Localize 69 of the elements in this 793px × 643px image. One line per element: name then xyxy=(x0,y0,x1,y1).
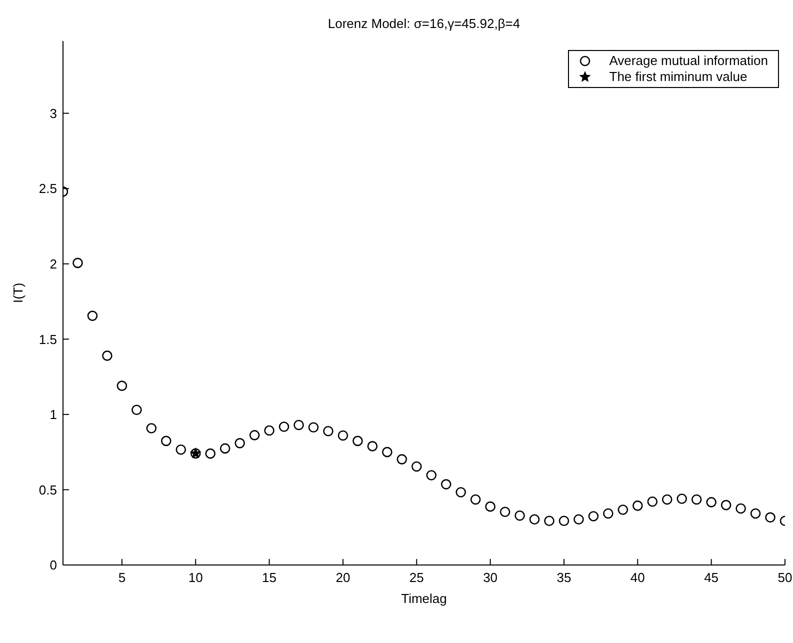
y-tick-label: 1.5 xyxy=(38,332,57,347)
point xyxy=(87,310,98,321)
y-tick-label: 0.5 xyxy=(38,482,57,498)
point xyxy=(706,497,716,508)
point xyxy=(558,516,570,526)
point xyxy=(765,512,776,523)
point xyxy=(264,425,274,436)
point xyxy=(426,470,437,480)
x-axis-title: Timelag xyxy=(401,591,447,606)
y-tick-label: 1 xyxy=(50,407,57,422)
point xyxy=(102,350,112,361)
y-tick-label: 0 xyxy=(50,558,57,573)
x-tick-label: 25 xyxy=(409,570,424,586)
x-tick-label: 5 xyxy=(118,570,126,586)
point xyxy=(146,423,157,434)
point xyxy=(750,508,761,519)
point xyxy=(278,422,290,432)
x-tick-label: 40 xyxy=(630,570,645,586)
x-tick-label: 50 xyxy=(778,570,792,586)
point xyxy=(440,479,452,490)
x-tick-label: 30 xyxy=(483,570,498,586)
point xyxy=(116,380,128,391)
point xyxy=(352,436,363,446)
y-tick-label: 3 xyxy=(50,106,57,121)
point xyxy=(647,496,658,507)
point xyxy=(220,443,230,454)
point xyxy=(529,514,540,525)
point xyxy=(736,503,746,514)
chart-title: Lorenz Model: σ=16,γ=45.92,β=4 xyxy=(326,16,522,31)
point xyxy=(308,422,319,433)
point xyxy=(176,444,186,455)
point xyxy=(456,487,466,498)
x-tick-label: 15 xyxy=(262,570,277,586)
point xyxy=(574,514,584,525)
point xyxy=(382,446,392,458)
point xyxy=(632,500,643,511)
y-tick-label: 2 xyxy=(50,256,57,272)
point xyxy=(662,494,672,505)
point xyxy=(234,438,245,448)
point xyxy=(500,506,510,517)
point xyxy=(367,441,378,452)
point xyxy=(132,404,142,416)
point xyxy=(338,430,348,441)
y-axis-title: I(T) xyxy=(10,282,26,303)
point xyxy=(160,436,172,446)
point xyxy=(514,510,525,521)
x-tick-label: 20 xyxy=(336,570,350,586)
point xyxy=(618,504,628,515)
point xyxy=(603,508,614,519)
legend-label: Average mutual information xyxy=(609,53,768,69)
legend-label: The first miminum value xyxy=(609,69,748,85)
x-tick-label: 35 xyxy=(556,570,572,586)
point xyxy=(323,426,334,436)
point xyxy=(294,420,304,430)
point xyxy=(676,494,688,504)
x-tick-label: 45 xyxy=(704,570,719,586)
point xyxy=(396,454,408,464)
point xyxy=(72,258,83,268)
y-tick-label: 2.5 xyxy=(38,181,57,196)
point xyxy=(588,511,599,522)
point xyxy=(720,500,732,510)
point xyxy=(249,430,260,440)
point xyxy=(470,494,481,505)
point xyxy=(485,501,496,512)
point xyxy=(691,494,702,505)
point xyxy=(411,461,422,472)
point xyxy=(544,516,554,526)
x-tick-label: 10 xyxy=(188,570,203,586)
point xyxy=(205,448,216,459)
